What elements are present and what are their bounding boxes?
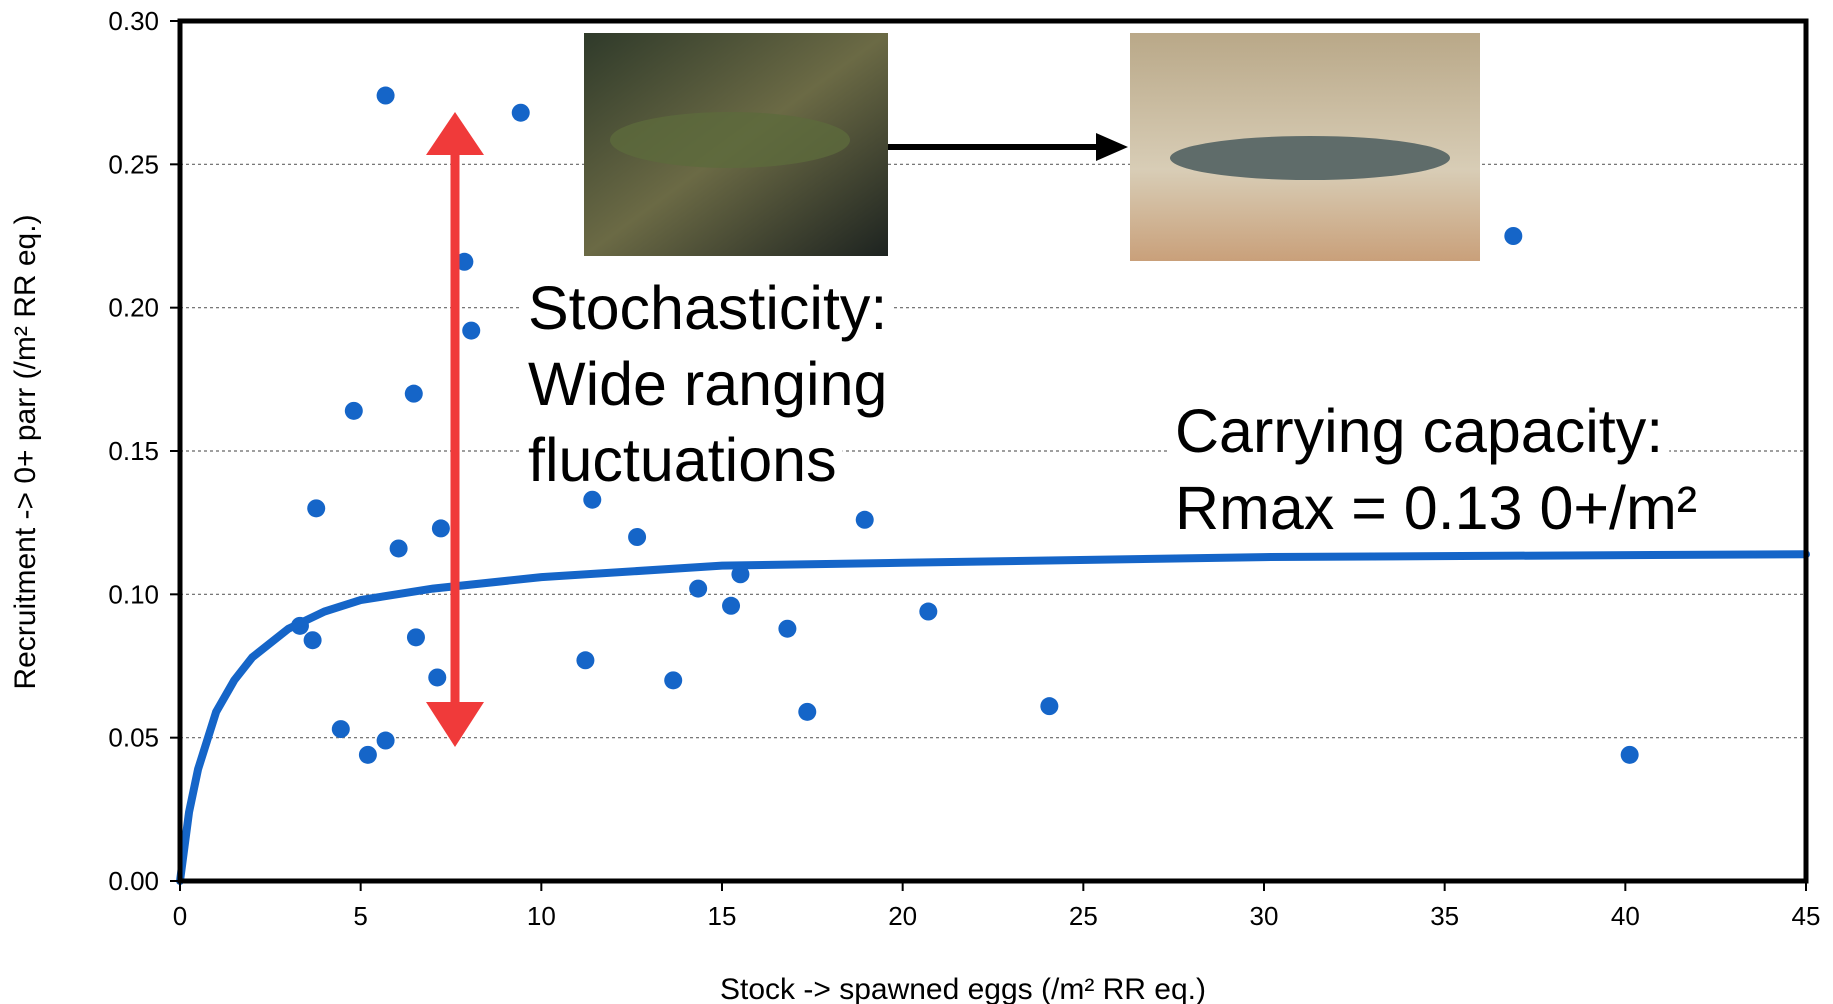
data-point [855, 510, 874, 529]
data-point [778, 619, 797, 638]
x-tick-label: 15 [708, 901, 737, 931]
annotation: Carrying capacity: [1175, 397, 1663, 465]
data-point [664, 671, 683, 690]
data-point [376, 86, 395, 105]
data-point [303, 631, 322, 650]
data-point [511, 103, 530, 122]
annotation-bg [1169, 474, 1704, 542]
data-point [389, 539, 408, 558]
data-point [583, 490, 602, 509]
y-tick-label: 0.25 [108, 149, 159, 179]
annotation: Wide ranging [528, 350, 887, 418]
arrow-head [426, 702, 484, 747]
annotation-bg [522, 350, 894, 418]
arrow-head [1096, 133, 1128, 161]
data-point [731, 565, 750, 584]
data-point [1620, 745, 1639, 764]
data-point [576, 651, 595, 670]
annotation: Stochasticity: [528, 274, 887, 342]
annotation: fluctuations [528, 426, 837, 494]
data-point [689, 579, 708, 598]
fish-shape [1170, 136, 1450, 180]
y-tick-label: 0.10 [108, 579, 159, 609]
data-point [404, 384, 423, 403]
data-point [344, 401, 363, 420]
fish-shape [610, 112, 850, 168]
y-tick-label: 0.15 [108, 436, 159, 466]
data-point [307, 499, 326, 518]
x-tick-label: 5 [353, 901, 367, 931]
annotation-bg [1169, 397, 1670, 465]
data-point [376, 731, 395, 750]
data-point [919, 602, 938, 621]
y-tick-label: 0.00 [108, 866, 159, 896]
fit-curve [176, 550, 1810, 885]
arrow-head [426, 112, 484, 155]
annotation-bg [522, 274, 894, 342]
x-tick-label: 35 [1430, 901, 1459, 931]
x-tick-label: 45 [1792, 901, 1821, 931]
data-point [331, 720, 350, 739]
annotation: Rmax = 0.13 0+/m² [1175, 474, 1697, 542]
y-tick-label: 0.30 [108, 6, 159, 36]
data-point [628, 528, 647, 546]
x-tick-label: 0 [173, 901, 187, 931]
data-point [358, 745, 377, 764]
data-point [722, 596, 741, 615]
data-point [462, 321, 481, 340]
data-point [428, 668, 447, 687]
data-point [455, 252, 474, 271]
x-tick-label: 25 [1069, 901, 1098, 931]
y-axis-title: Recruitment -> 0+ parr (/m² RR eq.) [9, 214, 42, 689]
data-point [1040, 697, 1059, 716]
data-point [406, 628, 425, 647]
annotation-bg [522, 426, 843, 494]
x-tick-label: 10 [527, 901, 556, 931]
data-point [431, 519, 450, 538]
y-tick-label: 0.05 [108, 723, 159, 753]
data-point [798, 702, 817, 721]
y-tick-label: 0.20 [108, 293, 159, 323]
x-tick-label: 40 [1611, 901, 1640, 931]
x-tick-label: 20 [888, 901, 917, 931]
x-tick-label: 30 [1250, 901, 1279, 931]
x-axis-title: Stock -> spawned eggs (/m² RR eq.) [720, 973, 1206, 1004]
data-point [1504, 227, 1523, 245]
